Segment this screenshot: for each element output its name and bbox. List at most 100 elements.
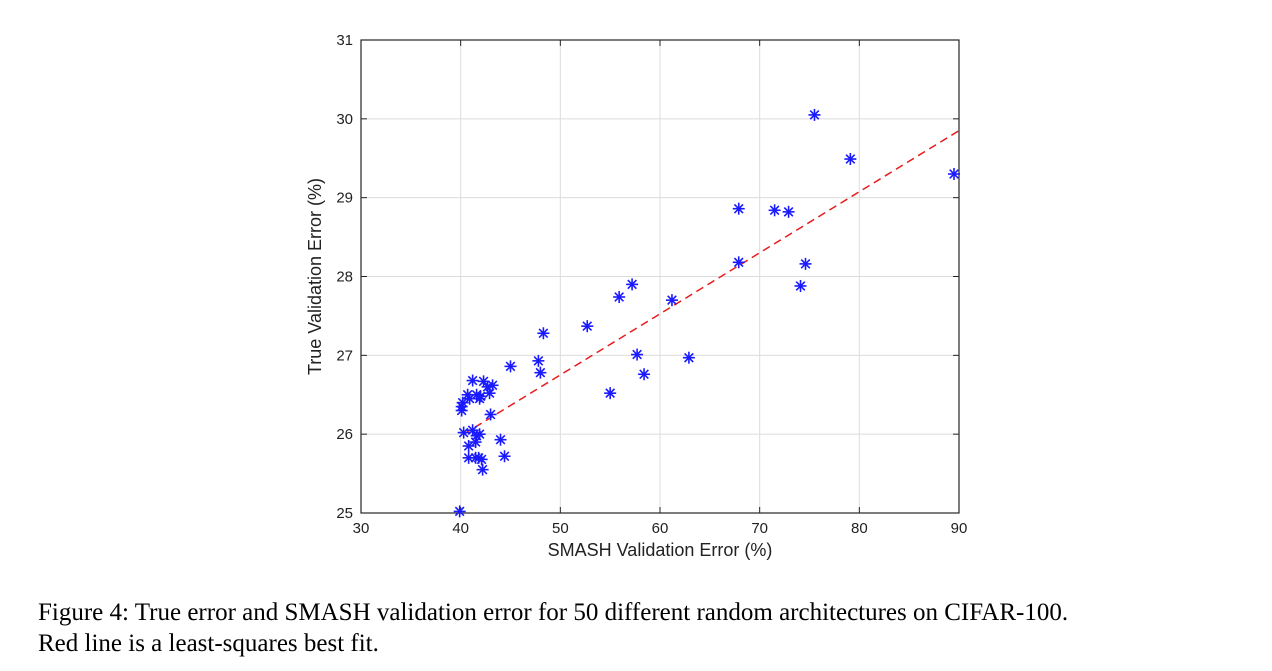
least-squares-fit-line (463, 130, 960, 435)
asterisk-stroke (684, 352, 694, 363)
x-tick-label: 90 (951, 520, 968, 537)
asterisk-stroke (800, 259, 811, 269)
asterisk-stroke (605, 388, 616, 399)
asterisk-stroke (467, 375, 478, 386)
asterisk-stroke (809, 110, 820, 120)
data-point (682, 351, 695, 364)
asterisk-stroke (463, 452, 474, 463)
asterisk-stroke (949, 169, 959, 179)
grid-lines (360, 39, 960, 514)
asterisk-stroke (733, 257, 744, 268)
data-point (469, 436, 482, 449)
y-axis-label: True Validation Error (%) (305, 178, 325, 375)
data-point (453, 505, 466, 518)
asterisk-stroke (538, 328, 549, 339)
y-tick-label: 28 (336, 269, 353, 286)
data-point (631, 348, 644, 361)
data-point (808, 108, 821, 121)
data-point (626, 278, 639, 291)
axis-ticks: 30 40 50 60 70 80 90 25 26 27 28 29 30 31 (336, 32, 967, 537)
asterisk-stroke (627, 279, 637, 290)
asterisk-stroke (462, 389, 473, 400)
x-tick-label: 40 (452, 520, 469, 537)
asterisk-stroke (456, 405, 467, 416)
x-tick-label: 50 (552, 520, 569, 537)
asterisk-stroke (582, 321, 593, 332)
data-point (844, 153, 857, 166)
asterisk-stroke (475, 391, 486, 402)
data-point (504, 360, 517, 373)
asterisk-stroke (476, 454, 487, 465)
x-tick-label: 60 (652, 520, 669, 537)
asterisk-stroke (467, 425, 478, 436)
y-tick-label: 26 (336, 426, 353, 443)
y-tick-label: 27 (336, 347, 353, 364)
y-tick-label: 29 (336, 190, 353, 207)
asterisk-stroke (485, 409, 496, 420)
data-point (581, 320, 594, 333)
asterisk-stroke (783, 206, 794, 217)
x-tick-label: 70 (751, 520, 768, 537)
fit-line-group (463, 130, 960, 435)
asterisk-stroke (639, 369, 649, 380)
asterisk-stroke (632, 349, 642, 360)
scatter-chart: 30 40 50 60 70 80 90 25 26 27 28 29 30 31 SMASH Valid… (305, 32, 967, 560)
asterisk-stroke (454, 506, 465, 517)
asterisk-stroke (535, 367, 546, 378)
asterisk-stroke (464, 393, 475, 404)
data-point (473, 428, 486, 441)
data-point (457, 426, 470, 439)
data-point (455, 404, 468, 417)
asterisk-stroke (474, 429, 485, 440)
data-point (532, 354, 545, 367)
data-points (453, 108, 961, 518)
data-point (462, 451, 475, 464)
data-point (613, 290, 626, 303)
asterisk-stroke (614, 292, 625, 302)
asterisk-stroke (769, 205, 780, 216)
data-point (537, 327, 550, 340)
data-point (475, 453, 488, 466)
asterisk-stroke (845, 154, 856, 164)
asterisk-stroke (533, 355, 544, 366)
data-point (665, 294, 678, 307)
x-tick-label: 30 (353, 520, 370, 537)
data-point (484, 408, 497, 421)
asterisk-stroke (477, 464, 488, 475)
caption-line-1: Figure 4: True error and SMASH validatio… (38, 599, 1069, 626)
asterisk-stroke (457, 397, 468, 408)
asterisk-stroke (795, 281, 806, 291)
data-point (768, 204, 781, 217)
caption-line-2: Red line is a least-squares best fit. (38, 630, 379, 657)
asterisk-stroke (478, 376, 489, 387)
data-point (948, 168, 961, 181)
data-point (782, 205, 795, 218)
figure-caption: Figure 4: True error and SMASH validatio… (38, 597, 1258, 659)
data-point (732, 202, 745, 215)
data-point (476, 463, 489, 476)
y-tick-label: 30 (336, 111, 353, 128)
asterisk-stroke (458, 427, 469, 438)
asterisk-stroke (505, 361, 516, 372)
x-tick-label: 80 (851, 520, 868, 537)
data-point (498, 450, 511, 463)
asterisk-stroke (463, 441, 474, 451)
data-point (466, 374, 479, 387)
asterisk-stroke (470, 437, 481, 447)
asterisk-stroke (667, 295, 677, 306)
data-point (534, 366, 547, 379)
asterisk-stroke (495, 434, 506, 445)
data-point (794, 279, 807, 292)
data-point (604, 387, 617, 400)
data-point (483, 387, 496, 400)
asterisk-stroke (484, 388, 495, 399)
asterisk-stroke (733, 203, 744, 214)
data-point (474, 390, 487, 403)
x-axis-label: SMASH Validation Error (%) (548, 540, 773, 560)
data-point (638, 368, 651, 381)
y-tick-label: 31 (336, 32, 353, 49)
y-tick-label: 25 (336, 505, 353, 522)
data-point (799, 257, 812, 270)
data-point (732, 256, 745, 269)
data-point (494, 433, 507, 446)
